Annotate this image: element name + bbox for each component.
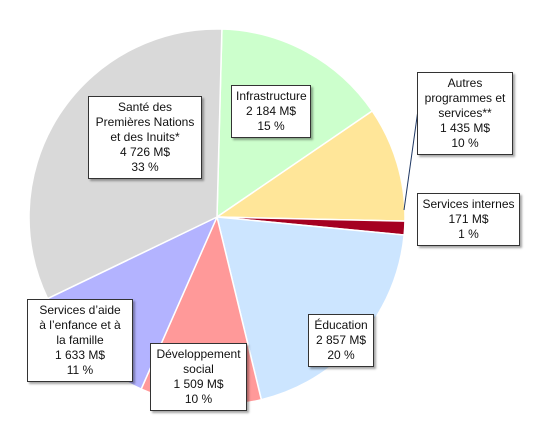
label-infrastructure: Infrastructure 2 184 M$ 15 % bbox=[231, 85, 311, 138]
label-aide-name-3: la famille bbox=[56, 333, 104, 347]
label-aide-percent: 11 % bbox=[66, 363, 94, 377]
label-infrastructure-percent: 15 % bbox=[257, 119, 285, 133]
label-services-internes-percent: 1 % bbox=[458, 227, 479, 241]
label-education-percent: 20 % bbox=[327, 348, 355, 362]
label-sante-value: 4 726 M$ bbox=[119, 145, 171, 159]
label-services-internes-name: Services internes bbox=[422, 197, 515, 211]
label-developpement-name-1: Développement bbox=[156, 347, 241, 361]
label-aide-name-1: Services d’aide bbox=[39, 303, 121, 317]
label-services-aide-enfance: Services d’aide à l’enfance et à la fami… bbox=[27, 299, 133, 382]
label-sante-name-3: et des Inuits* bbox=[110, 130, 180, 144]
label-developpement-social: Développement social 1 509 M$ 10 % bbox=[150, 343, 247, 411]
label-autres-percent: 10 % bbox=[451, 136, 479, 150]
label-sante-name-1: Santé des bbox=[117, 100, 173, 114]
label-autres-name-3: services** bbox=[438, 106, 492, 120]
label-sante-name-2: Premières Nations bbox=[95, 115, 195, 129]
label-sante-percent: 33 % bbox=[131, 160, 159, 174]
label-developpement-percent: 10 % bbox=[184, 392, 213, 406]
label-autres-name-2: programmes et bbox=[424, 91, 506, 105]
label-developpement-value: 1 509 M$ bbox=[173, 377, 224, 391]
label-aide-value: 1 633 M$ bbox=[54, 348, 106, 362]
label-services-internes-value: 171 M$ bbox=[448, 212, 489, 226]
label-education: Éducation 2 857 M$ 20 % bbox=[308, 314, 374, 367]
label-services-internes: Services internes 171 M$ 1 % bbox=[417, 193, 520, 246]
label-education-value: 2 857 M$ bbox=[315, 333, 367, 347]
label-infrastructure-value: 2 184 M$ bbox=[245, 104, 297, 118]
label-autres-value: 1 435 M$ bbox=[439, 121, 491, 135]
leader-line-autres bbox=[403, 109, 419, 211]
label-autres-programmes: Autres programmes et services** 1 435 M$… bbox=[417, 72, 513, 155]
label-aide-name-2: à l’enfance et à bbox=[39, 318, 121, 332]
label-education-name: Éducation bbox=[314, 318, 368, 332]
label-developpement-name-2: social bbox=[183, 362, 214, 376]
label-infrastructure-name: Infrastructure bbox=[236, 89, 307, 103]
label-autres-name-1: Autres bbox=[447, 76, 483, 90]
label-sante-premieres-nations: Santé des Premières Nations et des Inuit… bbox=[88, 96, 202, 179]
pie-slice-1 bbox=[214, 109, 406, 222]
